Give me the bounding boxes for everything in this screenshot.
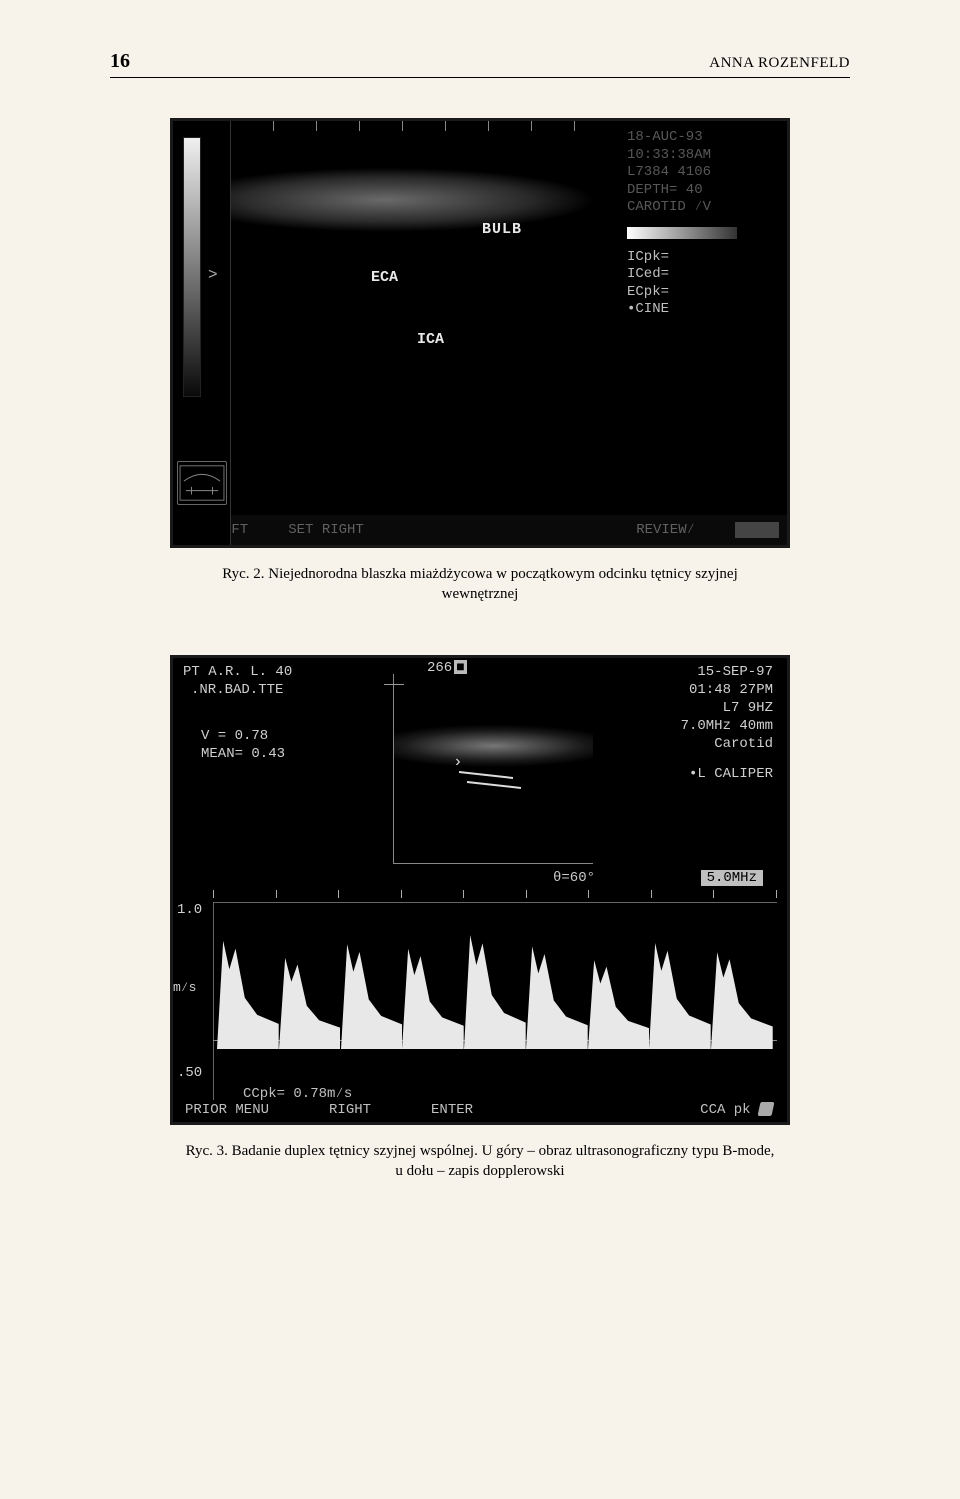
softkey-row: SET LEFT SET RIGHT REVIEW∕: [173, 515, 787, 545]
overlay-readout: 18-AUC-93 10:33:38AM L7384 4106 DEPTH= 4…: [617, 121, 787, 515]
softkey-prior-menu: PRIOR MENU: [185, 1102, 269, 1118]
svg-text:›: ›: [453, 754, 463, 771]
cursor-blob-icon: [758, 1102, 775, 1116]
figure-2-caption: Ryc. 2. Niejednorodna blaszka miażdżycow…: [220, 564, 740, 605]
readout-icpk: ICpk=: [627, 249, 783, 267]
ccpk-readout: CCpk= 0.78m∕s: [173, 1086, 787, 1102]
velocity-v: V = 0.78: [201, 728, 268, 744]
doppler-angle: θ=60°: [553, 870, 595, 886]
readout2-l7: L7 9HZ: [723, 700, 773, 716]
readout2-date: 15-SEP-97: [697, 664, 773, 680]
caliper-markers-icon: ›: [453, 754, 553, 799]
doppler-spectrum: 1.0 m∕s .50: [173, 890, 787, 1100]
depth-marker: >: [208, 266, 218, 284]
doppler-beat: [217, 925, 279, 1045]
readout-exam: CAROTID ∕V: [627, 199, 783, 217]
readout2-exam: Carotid: [714, 736, 773, 752]
doppler-beat: [711, 925, 773, 1045]
review-box-icon: [735, 522, 779, 538]
y-axis-unit: m∕s: [173, 980, 196, 995]
bmode-image-area: BULB ECA ICA: [231, 121, 617, 515]
nr-line: .NR.BAD.TTE: [191, 682, 283, 698]
softkey-row-2: CCpk= 0.78m∕s PRIOR MENU RIGHT ENTER CCA…: [173, 1086, 787, 1118]
softkey-cca-pk: CCA pk: [700, 1102, 750, 1118]
doppler-beat: [649, 925, 711, 1045]
page-number: 16: [110, 50, 130, 73]
ultrasound-figure-3: PT A.R. L. 40 .NR.BAD.TTE V = 0.78 MEAN=…: [170, 655, 790, 1125]
pt-line: PT A.R. L. 40: [183, 664, 292, 680]
doppler-beat: [588, 925, 650, 1045]
readout-iced: ICed=: [627, 266, 783, 284]
readout2-time: 01:48 27PM: [689, 682, 773, 698]
ultrasound-figure-2: > BULB ECA ICA 18-AUC-93 10:33:38AM L738…: [170, 118, 790, 548]
author-name: ANNA ROZENFELD: [709, 55, 850, 72]
softkey-set-right: SET RIGHT: [288, 522, 364, 538]
softkey-right: RIGHT: [329, 1102, 371, 1118]
readout-probe: L7384 4106: [627, 164, 783, 182]
label-ica: ICA: [417, 331, 444, 348]
y-axis-1.0: 1.0: [177, 902, 202, 918]
color-scale-bar: [627, 227, 737, 239]
readout-depth: DEPTH= 40: [627, 182, 783, 200]
readout-cine: •CINE: [627, 301, 783, 319]
readout-date: 18-AUC-93: [627, 129, 783, 147]
readout2-caliper: •L CALIPER: [689, 766, 773, 782]
label-eca: ECA: [371, 269, 398, 286]
readout2-freq: 7.0MHz 40mm: [681, 718, 773, 734]
softkey-review: REVIEW∕: [636, 522, 695, 538]
label-bulb: BULB: [482, 221, 522, 238]
doppler-beat: [402, 925, 464, 1045]
readout-ecpk: ECpk=: [627, 284, 783, 302]
doppler-beat: [341, 925, 403, 1045]
doppler-beat: [464, 925, 526, 1045]
figure-3-caption: Ryc. 3. Badanie duplex tętnicy szyjnej w…: [180, 1141, 780, 1182]
doppler-beat: [526, 925, 588, 1045]
doppler-beat: [279, 925, 341, 1045]
grayscale-ramp: [183, 137, 201, 397]
readout-time: 10:33:38AM: [627, 147, 783, 165]
right-freq-box: 5.0MHz: [701, 870, 763, 886]
y-axis-.50: .50: [177, 1065, 202, 1081]
grayscale-sidebar: >: [173, 121, 231, 545]
probe-schematic-icon: [177, 461, 227, 505]
softkey-enter: ENTER: [431, 1102, 473, 1118]
velocity-mean: MEAN= 0.43: [201, 746, 285, 762]
